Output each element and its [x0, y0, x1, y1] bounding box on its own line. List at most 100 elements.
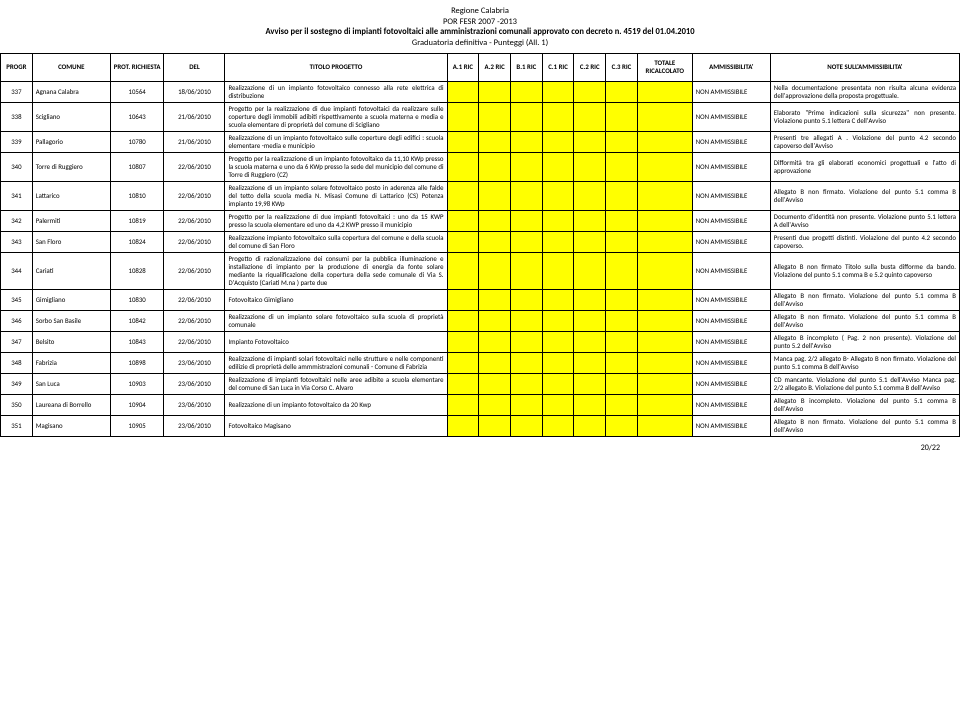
table-cell — [447, 231, 479, 252]
table-cell: Scigliano — [32, 102, 110, 131]
table-row: 349San Luca1090323/06/2010Realizzazione … — [1, 373, 960, 394]
col-header: AMMISSIBILITA' — [692, 53, 770, 81]
table-cell — [637, 152, 692, 181]
table-cell — [542, 152, 574, 181]
table-cell — [606, 181, 638, 210]
table-cell — [606, 81, 638, 102]
table-cell — [574, 152, 606, 181]
table-cell: 349 — [1, 373, 33, 394]
table-cell — [542, 102, 574, 131]
table-cell: Allegato B non firmato. Violazione del p… — [770, 181, 959, 210]
table-cell — [510, 181, 542, 210]
header-region: Regione Calabria — [0, 6, 960, 17]
table-cell: NON AMMISSIBILE — [692, 210, 770, 231]
table-cell — [479, 310, 511, 331]
table-cell — [637, 310, 692, 331]
table-cell: Elaborato "Prime indicazioni sulla sicur… — [770, 102, 959, 131]
table-cell — [606, 102, 638, 131]
table-cell: Fotovoltaico Gimigliano — [225, 289, 447, 310]
table-row: 347Belsito1084322/06/2010Impianto Fotovo… — [1, 331, 960, 352]
table-cell: 18/06/2010 — [164, 81, 225, 102]
table-cell: NON AMMISSIBILE — [692, 394, 770, 415]
table-row: 343San Floro1082422/06/2010Realizzazione… — [1, 231, 960, 252]
table-cell: 341 — [1, 181, 33, 210]
table-row: 342Palermiti1081922/06/2010Progetto per … — [1, 210, 960, 231]
table-cell: NON AMMISSIBILE — [692, 415, 770, 436]
table-cell: 10643 — [110, 102, 164, 131]
table-cell: 350 — [1, 394, 33, 415]
table-cell — [637, 252, 692, 289]
table-cell — [637, 210, 692, 231]
table-cell — [542, 415, 574, 436]
table-cell — [606, 152, 638, 181]
table-cell: Allegato B non firmato. Violazione del p… — [770, 415, 959, 436]
table-cell: Progetto di razionalizzazione dei consum… — [225, 252, 447, 289]
table-cell: Allegato B non firmato. Violazione del p… — [770, 289, 959, 310]
table-cell: 22/06/2010 — [164, 289, 225, 310]
table-cell: 22/06/2010 — [164, 181, 225, 210]
table-cell: Documento d'identità non presente. Viola… — [770, 210, 959, 231]
table-cell — [637, 81, 692, 102]
table-cell: 340 — [1, 152, 33, 181]
table-cell: Realizzazione di un impianto fotovoltaic… — [225, 394, 447, 415]
table-cell: Realizzazione di un impianto fotovoltaic… — [225, 131, 447, 152]
table-cell: 10903 — [110, 373, 164, 394]
table-cell — [637, 394, 692, 415]
table-cell — [637, 331, 692, 352]
table-cell: 10843 — [110, 331, 164, 352]
table-cell: 338 — [1, 102, 33, 131]
table-cell: Realizzazione di impianti fotovoltaici n… — [225, 373, 447, 394]
table-cell — [510, 210, 542, 231]
table-cell: Presenti tre allegati A . Violazione del… — [770, 131, 959, 152]
table-cell: NON AMMISSIBILE — [692, 310, 770, 331]
table-cell: 21/06/2010 — [164, 102, 225, 131]
col-header: NOTE SULL'AMMISSIBILITA' — [770, 53, 959, 81]
data-table: PROGR COMUNE PROT. RICHIESTA DEL TITOLO … — [0, 53, 960, 437]
table-cell — [479, 415, 511, 436]
table-cell — [542, 394, 574, 415]
table-cell — [447, 81, 479, 102]
table-cell: Manca pag. 2/2 allegato B- Allegato B no… — [770, 352, 959, 373]
table-cell — [574, 81, 606, 102]
table-cell — [542, 131, 574, 152]
table-row: 341Lattarico1081022/06/2010Realizzazione… — [1, 181, 960, 210]
table-cell: NON AMMISSIBILE — [692, 81, 770, 102]
table-row: 348Fabrizia1089823/06/2010Realizzazione … — [1, 352, 960, 373]
table-cell — [542, 289, 574, 310]
table-cell: 23/06/2010 — [164, 415, 225, 436]
table-cell — [447, 210, 479, 231]
table-cell — [574, 310, 606, 331]
table-cell: 23/06/2010 — [164, 352, 225, 373]
table-cell — [637, 373, 692, 394]
table-cell: Sorbo San Basile — [32, 310, 110, 331]
table-cell — [479, 352, 511, 373]
table-cell — [606, 331, 638, 352]
table-cell: 22/06/2010 — [164, 152, 225, 181]
table-cell — [574, 415, 606, 436]
table-cell: NON AMMISSIBILE — [692, 231, 770, 252]
table-cell: Progetto per la realizzazione di un impi… — [225, 152, 447, 181]
col-header: COMUNE — [32, 53, 110, 81]
table-cell — [447, 152, 479, 181]
table-cell — [542, 181, 574, 210]
table-cell — [479, 231, 511, 252]
table-cell: 339 — [1, 131, 33, 152]
table-cell: Realizzazione di un impianto solare foto… — [225, 310, 447, 331]
table-cell — [542, 252, 574, 289]
table-cell — [606, 289, 638, 310]
table-cell: Nella documentazione presentata non risu… — [770, 81, 959, 102]
header-subtitle: Graduatoria definitiva - Punteggi (All. … — [0, 38, 960, 49]
table-cell: San Floro — [32, 231, 110, 252]
table-cell — [479, 102, 511, 131]
table-cell — [510, 152, 542, 181]
table-cell — [637, 415, 692, 436]
col-header: A.2 RIC — [479, 53, 511, 81]
table-cell — [637, 352, 692, 373]
table-cell: 10810 — [110, 181, 164, 210]
table-cell — [479, 331, 511, 352]
table-cell — [637, 231, 692, 252]
table-cell — [479, 81, 511, 102]
table-cell: Fotovoltaico Magisano — [225, 415, 447, 436]
table-header-row: PROGR COMUNE PROT. RICHIESTA DEL TITOLO … — [1, 53, 960, 81]
table-cell — [510, 131, 542, 152]
